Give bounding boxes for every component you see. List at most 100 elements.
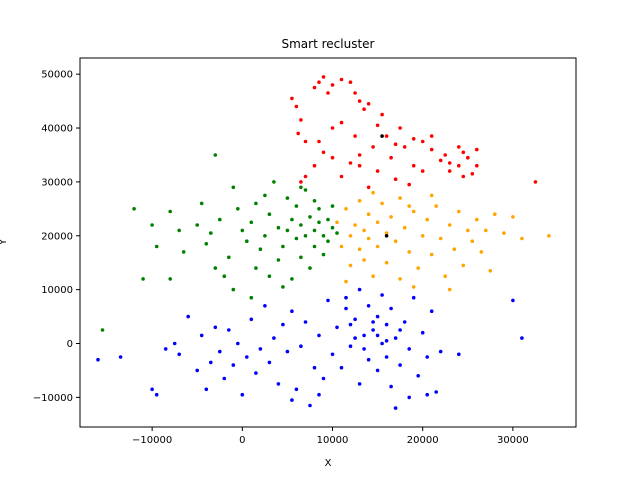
data-point-series-1-14 [236, 207, 240, 211]
data-point-series-2-47 [371, 190, 375, 195]
data-point-series-3-84 [425, 392, 430, 397]
data-point-series-3-49 [375, 368, 380, 373]
data-point-series-3-20 [254, 371, 258, 375]
data-point-series-3-79 [511, 298, 515, 303]
data-point-series-3-31 [303, 320, 308, 324]
data-point-series-0-3 [296, 131, 301, 136]
data-point-series-2-1 [339, 244, 344, 249]
data-point-series-3-28 [290, 309, 294, 314]
data-point-series-0-31 [420, 169, 425, 173]
data-point-series-3-77 [457, 352, 461, 357]
data-point-series-3-40 [344, 306, 348, 311]
data-point-series-1-5 [181, 250, 186, 254]
data-point-series-1-12 [227, 255, 231, 260]
data-point-series-3-13 [222, 376, 227, 381]
data-point-series-3-21 [258, 347, 263, 351]
data-point-series-1-48 [330, 225, 335, 230]
data-point-series-3-0 [118, 355, 123, 359]
data-point-series-3-46 [366, 357, 371, 362]
data-point-series-1-10 [218, 217, 222, 222]
data-point-series-1-1 [150, 223, 154, 227]
data-point-series-0-56 [398, 126, 402, 130]
data-point-series-2-39 [484, 228, 488, 233]
data-point-series-1-0 [132, 207, 136, 211]
data-point-series-1-23 [267, 212, 272, 216]
data-point-series-0-21 [420, 139, 425, 144]
data-point-series-0-40 [321, 150, 326, 155]
data-point-series-2-25 [420, 234, 425, 238]
data-point-series-3-16 [236, 341, 240, 346]
data-point-series-3-55 [389, 384, 393, 389]
data-point-series-3-38 [335, 325, 339, 330]
x-axis-title: X [325, 458, 332, 469]
data-point-series-0-9 [339, 77, 344, 82]
data-point-series-3-60 [402, 320, 407, 324]
data-point-series-2-50 [447, 287, 452, 292]
data-point-series-3-65 [425, 355, 430, 359]
y-tick-label-0: −10000 [33, 393, 73, 404]
data-point-series-0-25 [457, 163, 461, 168]
x-tick-label-1: 0 [239, 435, 245, 446]
data-point-series-2-4 [348, 263, 353, 268]
data-point-series-1-18 [249, 220, 254, 225]
data-point-series-1-21 [263, 234, 267, 238]
data-point-series-2-41 [493, 212, 497, 216]
data-point-series-3-58 [393, 406, 398, 410]
data-point-series-0-58 [366, 185, 371, 190]
data-point-series-0-22 [429, 147, 434, 152]
data-point-series-3-36 [326, 298, 330, 303]
data-point-series-3-62 [411, 295, 416, 300]
data-point-series-0-38 [339, 174, 344, 179]
data-point-series-0-43 [299, 180, 303, 184]
data-point-series-0-30 [457, 145, 461, 149]
data-point-series-3-78 [520, 336, 524, 340]
data-point-series-3-9 [204, 387, 209, 392]
data-point-series-1-44 [321, 234, 326, 238]
data-point-series-3-56 [389, 306, 393, 311]
data-point-series-3-1 [150, 387, 154, 392]
data-point-series-0-20 [411, 137, 416, 141]
data-point-series-3-70 [362, 347, 366, 351]
data-point-series-1-29 [285, 228, 290, 233]
y-tick-label-2: 10000 [41, 285, 73, 296]
data-point-series-3-27 [285, 349, 290, 354]
data-point-series-2-48 [411, 285, 416, 289]
data-point-series-2-42 [502, 231, 506, 235]
data-point-series-2-26 [425, 217, 430, 222]
data-point-series-0-47 [357, 163, 362, 168]
data-point-series-1-47 [326, 239, 330, 243]
data-point-series-3-83 [407, 395, 412, 400]
data-point-series-3-39 [339, 365, 344, 370]
data-point-series-0-46 [339, 120, 344, 125]
data-point-series-0-4 [303, 139, 308, 144]
data-point-series-2-18 [393, 239, 398, 243]
data-point-series-0-52 [475, 147, 479, 152]
data-point-series-1-19 [254, 201, 258, 206]
data-point-series-3-18 [245, 355, 249, 359]
data-point-series-3-82 [290, 398, 294, 402]
data-point-series-0-32 [411, 163, 416, 168]
data-point-series-2-35 [466, 228, 470, 233]
chart-title: Smart recluster [282, 37, 375, 51]
data-point-series-3-35 [321, 376, 326, 381]
data-point-series-1-34 [299, 255, 303, 260]
data-point-series-3-11 [213, 325, 218, 330]
data-point-series-1-59 [199, 201, 204, 206]
data-point-series-3-4 [172, 341, 177, 346]
data-point-series-1-11 [222, 274, 227, 279]
data-point-series-0-10 [348, 80, 353, 84]
data-point-series-3-41 [348, 344, 353, 349]
data-point-series-2-3 [348, 234, 353, 238]
data-point-series-1-57 [281, 285, 285, 289]
data-point-series-0-8 [330, 83, 335, 87]
data-point-series-3-6 [186, 314, 190, 319]
data-point-series-2-12 [375, 220, 380, 225]
data-point-series-3-30 [299, 344, 303, 349]
data-point-series-0-12 [357, 99, 362, 103]
data-point-series-2-49 [429, 193, 434, 198]
data-point-series-1-52 [141, 277, 145, 281]
data-point-series-1-55 [231, 287, 236, 292]
data-point-series-3-74 [398, 328, 402, 332]
data-point-series-3-72 [375, 333, 380, 338]
data-point-series-1-9 [213, 266, 218, 270]
